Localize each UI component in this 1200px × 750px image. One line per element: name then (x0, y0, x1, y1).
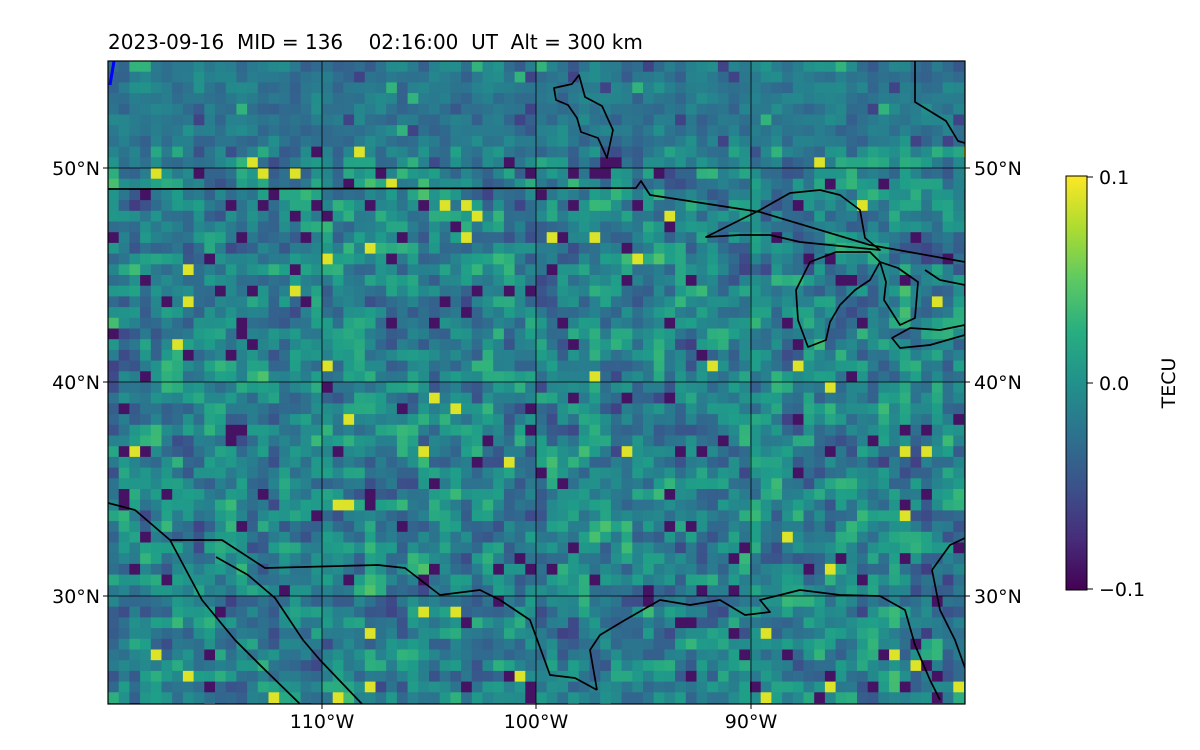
colorbar-tick-max: 0.1 (1099, 167, 1129, 189)
lon-ticks-bottom (321, 704, 752, 709)
lat-label-30n-left: 30°N (52, 586, 100, 608)
lon-label-90w: 90°W (725, 711, 778, 733)
colorbar-ticks (1087, 176, 1093, 590)
lat-label-50n-right: 50°N (974, 158, 1022, 180)
hudson-bay-shore (914, 61, 965, 144)
satellite-track-marker (108, 61, 116, 86)
lake-huron-shore (879, 261, 919, 326)
coastlines-and-borders (108, 61, 965, 704)
lat-ticks-right (965, 167, 970, 597)
lon-label-110w: 110°W (290, 711, 355, 733)
gulf-of-california-shore (215, 556, 363, 704)
florida-peninsula (931, 537, 965, 669)
lat-ticks-left (103, 167, 108, 597)
lat-label-30n-right: 30°N (974, 586, 1022, 608)
lake-superior-shore (705, 189, 881, 251)
lake-erie-shore (891, 324, 965, 349)
colorbar-label: TECU (1158, 358, 1180, 410)
lon-label-100w: 100°W (504, 711, 569, 733)
baja-peninsula (169, 539, 301, 704)
lake-winnipeg-shore (553, 74, 614, 159)
tec-heatmap (108, 61, 965, 704)
map-panel (108, 61, 965, 704)
lat-label-40n-left: 40°N (52, 372, 100, 394)
graticule (108, 61, 965, 704)
lat-label-40n-right: 40°N (974, 372, 1022, 394)
mexico-border (108, 502, 598, 691)
colorbar-gradient (1065, 175, 1088, 591)
colorbar-tick-zero: 0.0 (1099, 373, 1129, 395)
lake-ontario-shore (924, 269, 965, 286)
lat-label-50n-left: 50°N (52, 158, 100, 180)
colorbar-tick-min: −0.1 (1099, 579, 1145, 601)
map-title: 2023-09-16 MID = 136 02:16:00 UT Alt = 3… (108, 30, 643, 54)
border-east (759, 211, 965, 263)
colorbar: 0.1 0.0 −0.1 TECU (1065, 167, 1180, 601)
gulf-coast (589, 589, 941, 701)
lake-michigan-shore (795, 251, 881, 348)
us-canada-border (108, 180, 761, 213)
